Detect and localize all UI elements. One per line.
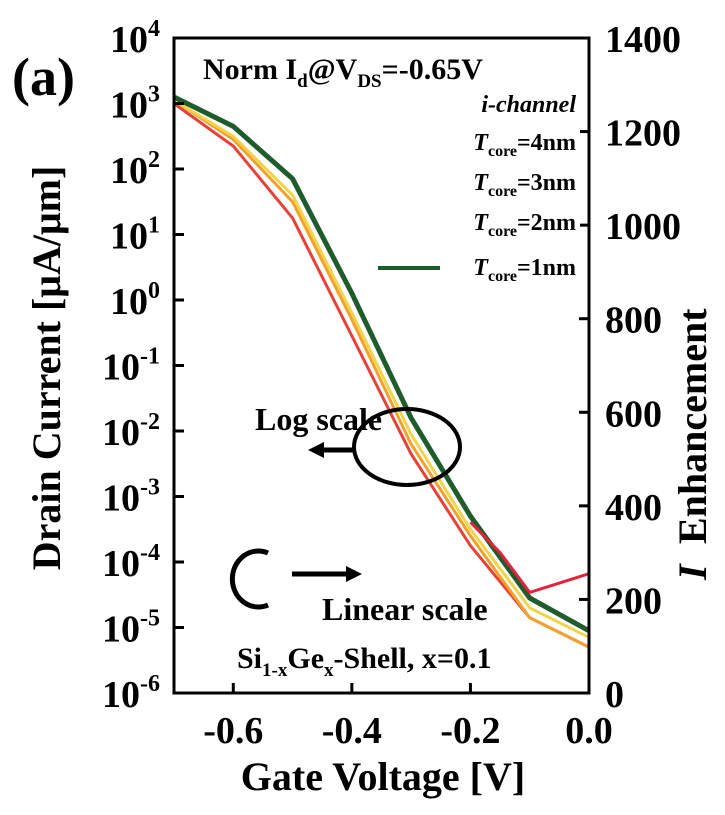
linear-scale-label: Linear scale — [322, 591, 488, 627]
linear-scale-ellipse — [229, 548, 269, 610]
bottom-tick-label: -0.4 — [322, 710, 382, 752]
right-tick-label: 1400 — [605, 19, 681, 61]
left-tick-label: 100 — [110, 278, 160, 323]
linear-scale-arrowhead — [346, 566, 362, 582]
right-tick-label: 800 — [605, 300, 662, 342]
x-axis-title: Gate Voltage [V] — [241, 754, 525, 799]
y-axis-title-right: I Enhancement — [670, 308, 715, 581]
series-line-2 — [173, 98, 590, 639]
left-axis: 104 103 102 101 100 10-1 10-2 10-3 10-4 10-5 10-6 — [102, 16, 184, 716]
legend-label-2: Tcore=2nm — [473, 210, 576, 240]
y-axis-title-left: Drain Current [μA/μm] — [24, 166, 69, 571]
right-tick-label: 200 — [605, 580, 662, 622]
series-line-1 — [173, 98, 590, 649]
legend-label-0: Tcore=4nm — [473, 130, 576, 160]
left-tick-label: 10-5 — [102, 606, 160, 651]
log-scale-ellipse — [352, 407, 462, 487]
legend-header: i-channel — [481, 92, 576, 118]
panel-label: (a) — [12, 47, 75, 107]
right-axis: 0 200 400 600 800 1000 1200 1400 — [579, 19, 681, 716]
bottom-axis: -0.6 -0.4 -0.2 0.0 — [203, 683, 613, 752]
enhancement-line — [469, 521, 590, 595]
log-scale-arrowhead — [308, 442, 324, 458]
left-tick-label: 10-2 — [102, 409, 160, 454]
left-tick-label: 102 — [110, 147, 160, 192]
right-tick-label: 0 — [605, 674, 624, 716]
norm-annotation: Norm Id@VDS=-0.65V — [203, 53, 483, 92]
legend-box — [425, 88, 580, 298]
left-tick-label: 104 — [110, 16, 160, 61]
bottom-tick-label: -0.2 — [440, 710, 500, 752]
right-tick-label: 600 — [605, 393, 662, 435]
series-line-3 — [172, 94, 591, 633]
legend-label-3: Tcore=1nm — [473, 255, 576, 285]
shell-annotation: Si1-xGex-Shell, x=0.1 — [237, 642, 491, 681]
left-tick-label: 10-1 — [102, 344, 160, 389]
right-tick-label: 1000 — [605, 206, 681, 248]
legend-label-1: Tcore=3nm — [473, 170, 576, 200]
bottom-tick-label: 0.0 — [565, 710, 613, 752]
right-tick-label: 1200 — [605, 113, 681, 155]
left-tick-label: 10-6 — [102, 671, 160, 716]
bottom-tick-label: -0.6 — [203, 710, 263, 752]
series-group — [172, 94, 591, 649]
y-axis-title-right-symbol: I — [670, 563, 715, 581]
legend: i-channel Tcore=4nm Tcore=3nm Tcore=2nm Tco… — [378, 88, 580, 298]
left-tick-label: 101 — [110, 213, 160, 258]
y-axis-title-right-rest: Enhancement — [670, 308, 715, 544]
left-tick-label: 103 — [110, 82, 160, 127]
right-tick-label: 400 — [605, 487, 662, 529]
log-scale-label: Log scale — [255, 401, 382, 437]
left-tick-label: 10-3 — [102, 475, 160, 520]
left-tick-label: 10-4 — [102, 540, 160, 585]
